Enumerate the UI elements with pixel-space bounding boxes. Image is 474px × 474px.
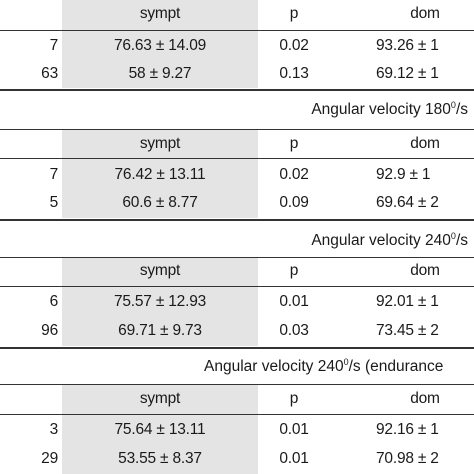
sympt-column-band	[62, 0, 258, 88]
cell-sympt: 75.57 ± 12.93	[113, 293, 207, 310]
header-dom: dom	[410, 262, 440, 279]
cell-sympt: 60.6 ± 8.77	[122, 194, 198, 211]
section-divider	[0, 347, 474, 349]
header-sympt: sympt	[139, 5, 181, 22]
row-divider	[0, 129, 474, 130]
cell-lead: 63	[41, 65, 58, 82]
row-divider	[0, 414, 474, 415]
header-p: p	[289, 5, 299, 22]
header-dom: dom	[410, 135, 440, 152]
header-p: p	[289, 390, 299, 407]
cell-p: 0.01	[279, 450, 309, 467]
cell-p: 0.02	[279, 37, 309, 54]
section-title: Angular velocity 2400/s (endurance	[204, 357, 444, 376]
cell-p: 0.13	[279, 65, 309, 82]
header-sympt: sympt	[139, 262, 181, 279]
cell-lead: 7	[49, 37, 59, 54]
cell-dom: 69.64 ± 2	[376, 194, 439, 211]
header-p: p	[289, 262, 299, 279]
row-divider	[0, 158, 474, 159]
cell-p: 0.03	[279, 322, 309, 339]
cell-dom: 69.12 ± 1	[376, 65, 439, 82]
cell-p: 0.02	[279, 166, 309, 183]
row-divider	[0, 384, 474, 385]
cell-dom: 92.01 ± 1	[376, 293, 439, 310]
cell-sympt: 75.64 ± 13.11	[114, 421, 206, 438]
cell-lead: 96	[41, 322, 58, 339]
cell-lead: 3	[49, 421, 59, 438]
cell-lead: 6	[49, 293, 59, 310]
header-sympt: sympt	[139, 390, 181, 407]
cell-lead: 5	[49, 194, 59, 211]
section-divider	[0, 89, 474, 91]
cell-sympt: 76.42 ± 13.11	[114, 166, 206, 183]
section-divider	[0, 219, 474, 221]
header-sympt: sympt	[139, 135, 181, 152]
cell-lead: 29	[41, 450, 58, 467]
sympt-column-band	[62, 385, 258, 474]
cell-lead: 7	[49, 166, 59, 183]
header-p: p	[289, 135, 299, 152]
cell-p: 0.09	[279, 194, 309, 211]
cell-sympt: 53.55 ± 8.37	[118, 450, 202, 467]
header-dom: dom	[410, 390, 440, 407]
sympt-column-band	[62, 130, 258, 218]
sympt-column-band	[62, 258, 258, 346]
cell-dom: 92.16 ± 1	[376, 421, 439, 438]
cell-dom: 73.45 ± 2	[376, 322, 439, 339]
cell-dom: 70.98 ± 2	[376, 450, 439, 467]
cell-p: 0.01	[279, 421, 309, 438]
section-title: Angular velocity 1800/s	[311, 100, 468, 119]
cell-sympt: 69.71 ± 9.73	[118, 322, 202, 339]
row-divider	[0, 257, 474, 258]
cell-dom: 92.9 ± 1	[376, 166, 431, 183]
row-divider	[0, 286, 474, 287]
header-dom: dom	[410, 5, 440, 22]
cell-dom: 93.26 ± 1	[376, 37, 439, 54]
section-title: Angular velocity 2400/s	[311, 231, 468, 250]
row-divider	[0, 30, 474, 31]
cell-sympt: 76.63 ± 14.09	[113, 37, 207, 54]
cell-sympt: 58 ± 9.27	[128, 65, 192, 82]
cell-p: 0.01	[279, 293, 309, 310]
